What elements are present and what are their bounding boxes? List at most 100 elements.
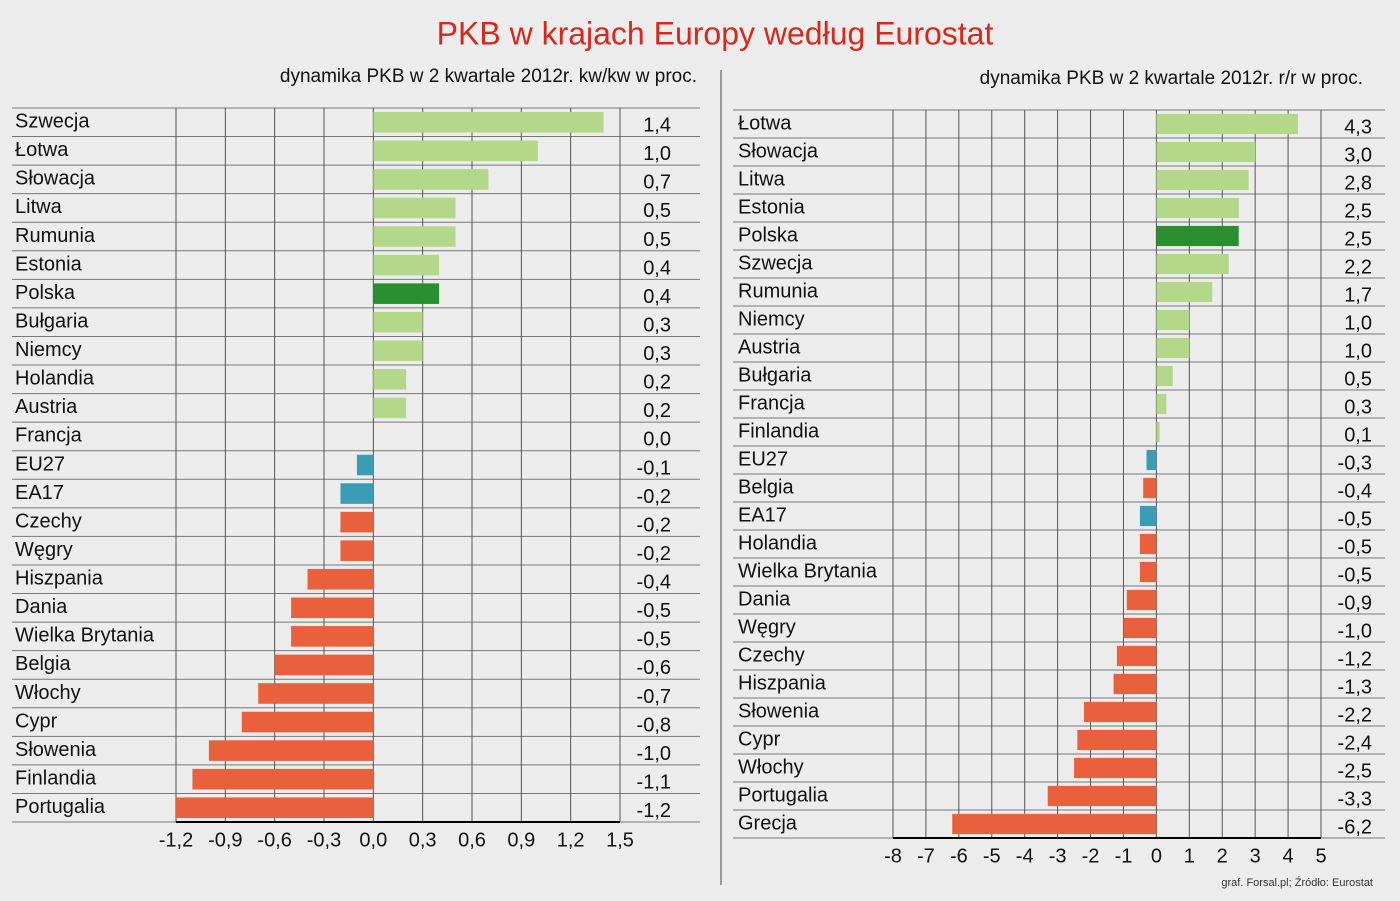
category-label: Niemcy [738,308,805,330]
category-label: Wielka Brytania [15,625,155,647]
category-label: Niemcy [15,339,82,361]
bar [373,226,456,247]
value-label: -0,8 [637,714,671,736]
value-label: -1,0 [637,743,671,765]
x-tick-label: 1,2 [557,829,585,851]
value-label: 0,1 [1344,424,1372,446]
value-label: -1,2 [1338,648,1372,670]
bar [373,111,604,133]
value-label: -2,5 [1338,760,1372,782]
category-label: Słowacja [15,168,96,190]
category-label: Szwecja [738,252,813,274]
bar [1047,785,1157,807]
value-label: 0,4 [643,257,671,279]
x-tick-label: 3 [1250,845,1261,867]
bar [340,483,374,504]
x-tick-label: -2 [1082,845,1100,867]
x-tick-label: -0,9 [208,829,242,851]
bar [208,740,374,761]
value-label: 1,4 [643,115,671,137]
bar [952,813,1157,835]
bar [1156,337,1190,359]
category-label: Finlandia [15,767,97,789]
x-tick-label: -5 [983,845,1001,867]
value-label: 0,5 [1344,368,1372,390]
x-tick-label: 0,0 [359,829,387,851]
category-label: Belgia [738,476,794,498]
bar [291,597,374,619]
value-label: -0,9 [1338,592,1372,614]
bar [1113,673,1157,695]
category-label: Rumunia [15,225,96,247]
value-label: 0,4 [643,286,671,308]
category-label: Słowenia [15,739,97,761]
value-label: -1,0 [1338,620,1372,642]
x-tick-label: -3 [1049,845,1067,867]
value-label: -0,7 [637,686,671,708]
bar [1083,701,1157,723]
value-label: 4,3 [1344,116,1372,138]
value-label: -0,3 [1338,452,1372,474]
x-tick-label: 1 [1184,845,1195,867]
category-label: Hiszpania [15,568,104,590]
bar [356,454,374,476]
category-label: Czechy [738,644,805,666]
bar [258,683,374,704]
x-tick-label: -1 [1115,845,1133,867]
value-label: -0,2 [637,514,671,536]
bar [1146,449,1157,471]
value-label: -0,1 [637,457,671,479]
bar [1139,561,1157,583]
x-tick-label: -6 [950,845,968,867]
bar [1123,617,1157,639]
value-label: 0,5 [643,229,671,251]
value-label: 0,2 [643,372,671,394]
value-label: -2,2 [1338,704,1372,726]
category-label: Dania [738,588,791,610]
category-label: Litwa [738,168,786,190]
value-label: 1,0 [1344,312,1372,334]
bar [373,140,538,162]
category-label: Bułgaria [738,364,812,386]
category-label: EA17 [15,482,64,504]
x-tick-label: -0,6 [257,829,291,851]
bar [1156,197,1239,219]
bar [373,254,440,276]
value-label: 0,5 [643,200,671,222]
x-tick-label: 2 [1217,845,1228,867]
category-label: Finlandia [738,420,820,442]
bar [373,340,423,362]
bar [1156,393,1167,415]
category-label: Polska [738,224,799,246]
bar [1156,281,1213,303]
category-label: Francja [15,425,83,447]
bar [1156,365,1173,387]
x-tick-label: 0,6 [458,829,486,851]
bar [192,768,374,790]
category-label: Dania [15,596,68,618]
category-label: Węgry [738,616,796,638]
value-label: 0,3 [1344,396,1372,418]
bar [340,511,374,533]
bar [1116,645,1157,667]
value-label: -0,5 [1338,508,1372,530]
category-label: Cypr [738,728,781,750]
x-tick-label: 0 [1151,845,1162,867]
subtitle: dynamika PKB w 2 kwartale 2012r. kw/kw w… [280,66,697,87]
bar [373,197,456,219]
bar [1156,225,1239,247]
category-label: Włochy [738,756,804,778]
value-label: 0,3 [643,314,671,336]
bar [373,369,407,390]
bar [241,711,374,733]
category-label: Szwecja [15,111,90,133]
category-label: Słowacja [738,140,819,162]
category-label: Portugalia [738,784,829,806]
bar [1156,253,1229,275]
bar [1156,309,1190,331]
bar [340,540,374,561]
bar [1156,141,1256,163]
value-label: 0,2 [643,400,671,422]
category-label: Grecja [738,812,798,834]
